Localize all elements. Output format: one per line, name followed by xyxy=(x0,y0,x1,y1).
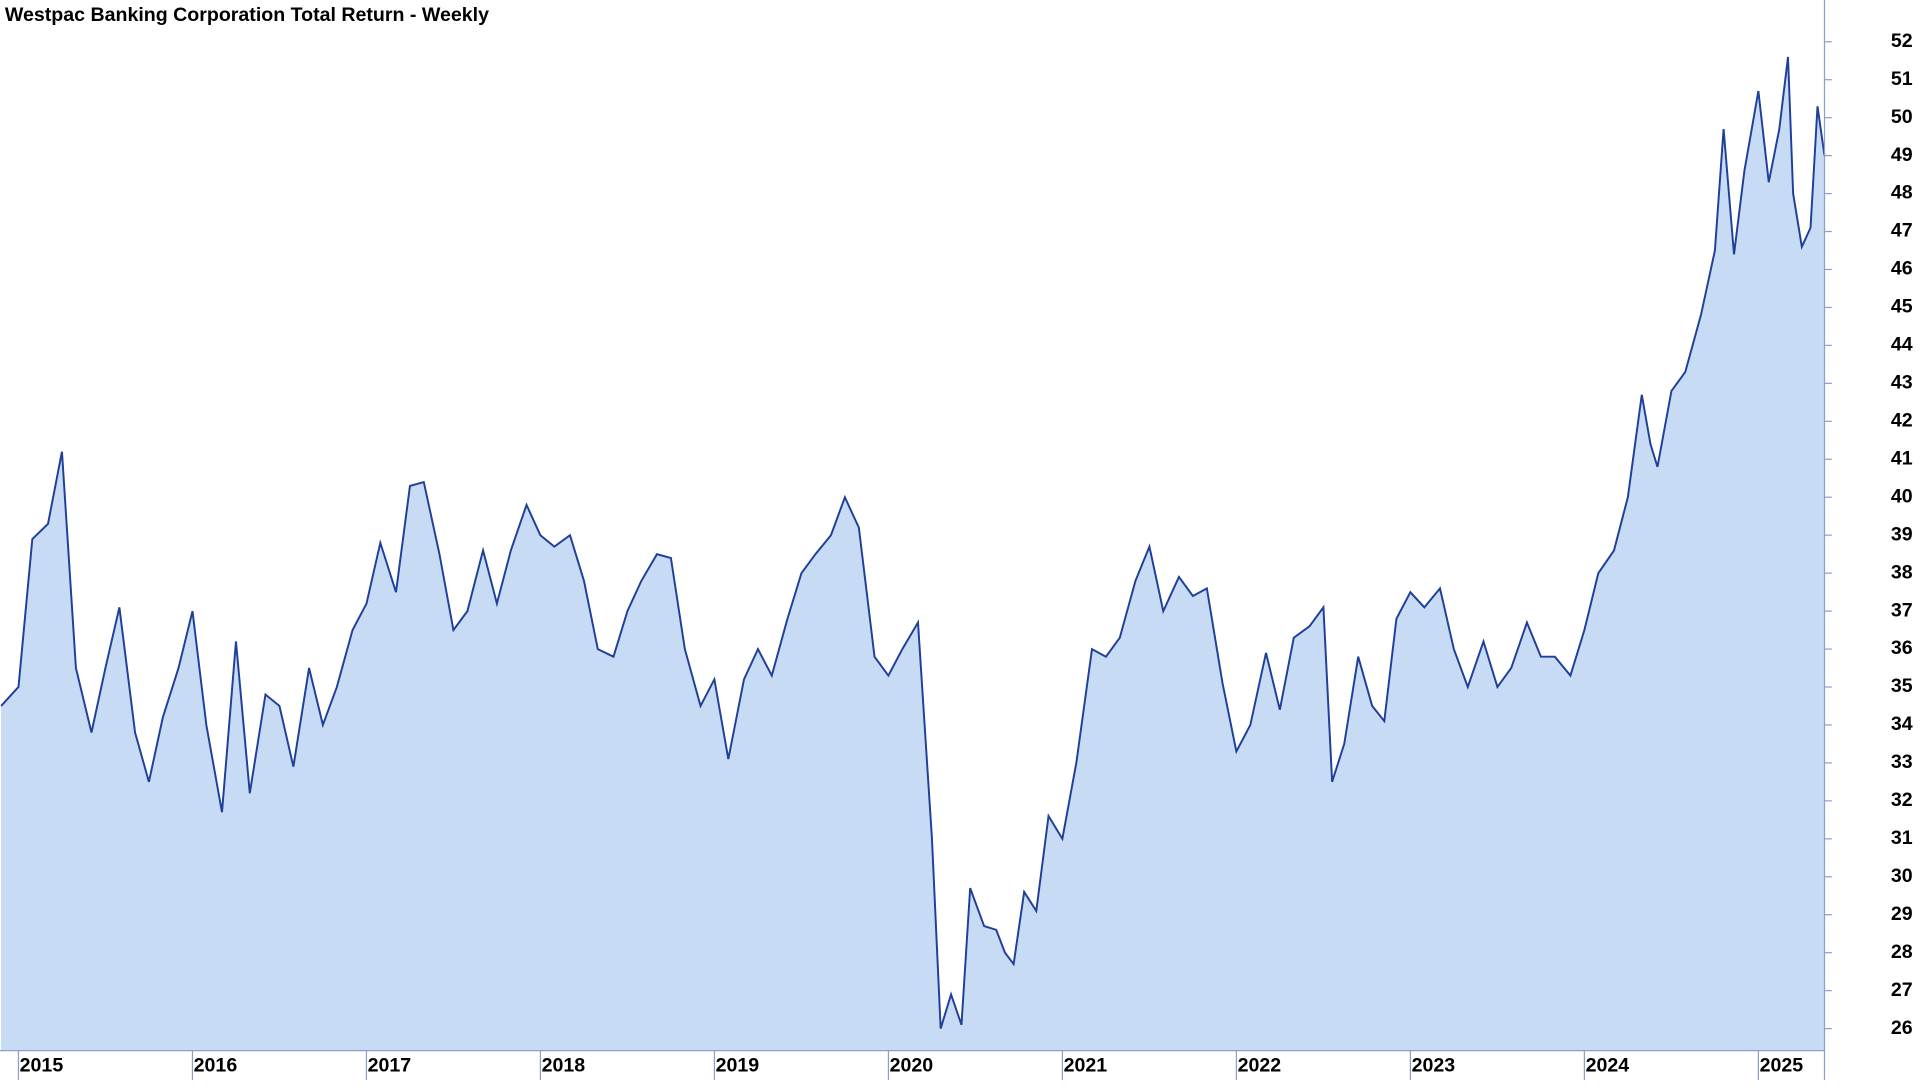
y-tick-label: 43 xyxy=(1891,372,1913,394)
y-tick-label: 29 xyxy=(1891,903,1913,925)
y-tick-label: 27 xyxy=(1891,979,1913,1001)
y-tick-label: 31 xyxy=(1891,827,1913,849)
y-tick-label: 28 xyxy=(1891,941,1913,963)
y-tick-label: 51 xyxy=(1891,68,1913,90)
y-tick-label: 34 xyxy=(1891,713,1913,735)
x-tick-label: 2017 xyxy=(368,1055,412,1077)
y-tick-label: 39 xyxy=(1891,523,1913,545)
y-tick-label: 40 xyxy=(1891,485,1913,507)
y-tick-label: 45 xyxy=(1891,296,1913,318)
x-tick-label: 2018 xyxy=(542,1055,586,1077)
area-fill xyxy=(1,56,1825,1051)
y-tick-label: 46 xyxy=(1891,258,1913,280)
x-tick-label: 2015 xyxy=(20,1055,64,1077)
y-tick-label: 42 xyxy=(1891,409,1913,431)
y-tick-label: 26 xyxy=(1891,1017,1913,1039)
y-tick-label: 32 xyxy=(1891,789,1913,811)
y-tick-label: 33 xyxy=(1891,751,1913,773)
y-tick-label: 37 xyxy=(1891,599,1913,621)
x-tick-label: 2024 xyxy=(1586,1055,1630,1077)
x-tick-label: 2020 xyxy=(890,1055,934,1077)
price-line xyxy=(0,56,1826,1029)
y-tick-label: 41 xyxy=(1891,447,1913,469)
y-tick-label: 30 xyxy=(1891,865,1913,887)
y-tick-label: 35 xyxy=(1891,675,1913,697)
y-tick-label: 52 xyxy=(1891,30,1913,52)
y-tick-label: 47 xyxy=(1891,220,1913,242)
y-tick-label: 49 xyxy=(1891,144,1913,166)
chart-title: Westpac Banking Corporation Total Return… xyxy=(5,4,489,26)
x-tick-label: 2016 xyxy=(194,1055,238,1077)
y-tick-label: 50 xyxy=(1891,106,1913,128)
x-tick-label: 2021 xyxy=(1064,1055,1108,1077)
x-tick-label: 2025 xyxy=(1760,1055,1804,1077)
y-tick-label: 36 xyxy=(1891,637,1913,659)
x-tick-label: 2019 xyxy=(716,1055,760,1077)
x-tick-label: 2023 xyxy=(1412,1055,1456,1077)
y-tick-label: 38 xyxy=(1891,561,1913,583)
x-tick-label: 2022 xyxy=(1238,1055,1282,1077)
y-tick-label: 48 xyxy=(1891,182,1913,204)
y-tick-label: 44 xyxy=(1891,334,1913,356)
